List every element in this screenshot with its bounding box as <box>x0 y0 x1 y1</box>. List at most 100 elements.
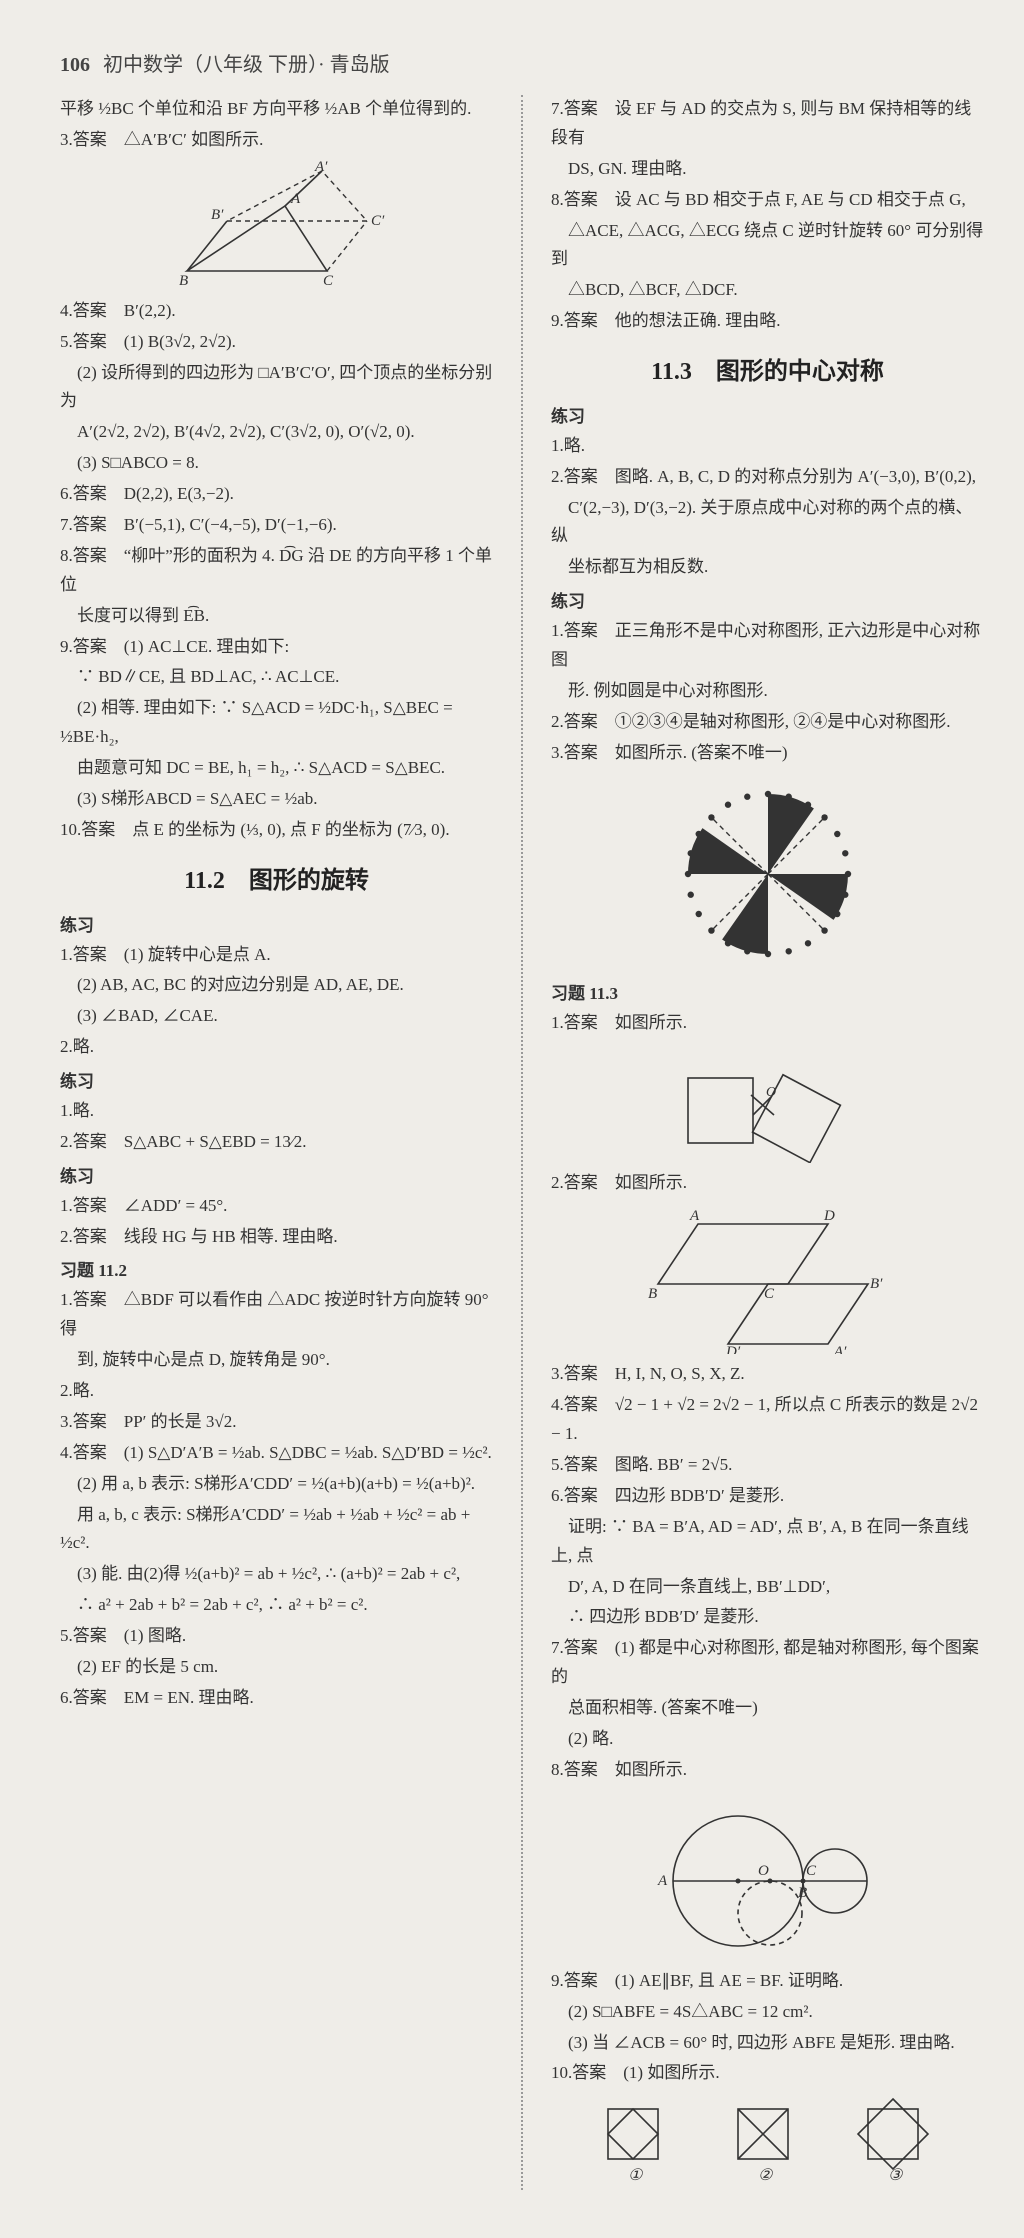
xiti113-1: 1.答案 如图所示. <box>551 1009 984 1038</box>
xiti112-8: ∴ a² + 2ab + b² = 2ab + c², ∴ a² + b² = … <box>60 1591 493 1620</box>
lianxiB-head: 练习 <box>551 588 984 617</box>
xiti112-1: 到, 旋转中心是点 D, 旋转角是 90°. <box>60 1346 493 1375</box>
left-a-6: 7.答案 B′(−5,1), C′(−4,−5), D′(−1,−6). <box>60 511 493 540</box>
right-bot-3: 10.答案 (1) 如图所示. <box>551 2059 984 2088</box>
right-top-0: 7.答案 设 EF 与 AD 的交点为 S, 则与 BM 保持相等的线段有 <box>551 95 984 153</box>
left-a-5: 6.答案 D(2,2), E(3,−2). <box>60 480 493 509</box>
right-mid-6: ∴ 四边形 BDB′D′ 是菱形. <box>551 1603 984 1632</box>
left-a-14: 10.答案 点 E 的坐标为 (⅓, 0), 点 F 的坐标为 (7⁄3, 0)… <box>60 816 493 845</box>
section-11-2-title: 11.2 图形的旋转 <box>60 861 493 902</box>
right-top-2: 8.答案 设 AC 与 BD 相交于点 F, AE 与 CD 相交于点 G, <box>551 186 984 215</box>
lianxi1-head: 练习 <box>60 912 493 941</box>
lianxiA-1: 2.答案 图略. A, B, C, D 的对称点分别为 A′(−3,0), B′… <box>551 463 984 492</box>
svg-text:②: ② <box>758 2167 774 2184</box>
xiti112-2: 2.略. <box>60 1377 493 1406</box>
svg-text:C: C <box>323 273 334 289</box>
right-mid-0: 3.答案 H, I, N, O, S, X, Z. <box>551 1360 984 1389</box>
lianxiA-0: 1.略. <box>551 432 984 461</box>
right-bot-2: (3) 当 ∠ACB = 60° 时, 四边形 ABFE 是矩形. 理由略. <box>551 2029 984 2058</box>
svg-text:A′: A′ <box>833 1344 847 1354</box>
lianxiB-0: 1.答案 正三角形不是中心对称图形, 正六边形是中心对称图 <box>551 617 984 675</box>
lianxiA-3: 坐标都互为相反数. <box>551 553 984 582</box>
columns: 平移 ½BC 个单位和沿 BF 方向平移 ½AB 个单位得到的. 3.答案 △A… <box>60 95 984 2190</box>
svg-text:A: A <box>657 1873 668 1889</box>
svg-text:D: D <box>823 1208 835 1224</box>
page-header: 106 初中数学（八年级 下册）· 青岛版 <box>60 48 984 77</box>
xiti113-2: 2.答案 如图所示. <box>551 1169 984 1198</box>
diagram-triangle: B C A B′ C′ A′ <box>167 161 387 291</box>
svg-text:A: A <box>290 191 301 207</box>
svg-text:B′: B′ <box>870 1276 883 1292</box>
lianxi1-3: 2.略. <box>60 1033 493 1062</box>
right-mid-9: (2) 略. <box>551 1725 984 1754</box>
lianxiB-2: 2.答案 ①②③④是轴对称图形, ②④是中心对称图形. <box>551 708 984 737</box>
diagram-circles: A B O C <box>628 1791 908 1961</box>
left-column: 平移 ½BC 个单位和沿 BF 方向平移 ½AB 个单位得到的. 3.答案 △A… <box>60 95 493 2190</box>
header-title: 初中数学（八年级 下册）· 青岛版 <box>103 54 390 76</box>
diagram-parallelograms: A D B C B′ D′ A′ <box>638 1204 898 1354</box>
left-a-4: (3) S□ABCO = 8. <box>60 449 493 478</box>
left-a-0: 4.答案 B′(2,2). <box>60 297 493 326</box>
svg-text:B′: B′ <box>211 207 224 223</box>
svg-text:①: ① <box>628 2167 644 2184</box>
svg-text:O: O <box>758 1863 769 1879</box>
left-a-10: ∵ BD∥CE, 且 BD⊥AC, ∴ AC⊥CE. <box>60 663 493 692</box>
svg-text:B: B <box>179 273 188 289</box>
lianxi2-head: 练习 <box>60 1068 493 1097</box>
left-pre-0: 平移 ½BC 个单位和沿 BF 方向平移 ½AB 个单位得到的. <box>60 95 493 124</box>
right-top-5: 9.答案 他的想法正确. 理由略. <box>551 307 984 336</box>
left-a-12: 由题意可知 DC = BE, h₁ = h₂, ∴ S△ACD = S△BEC. <box>60 754 493 783</box>
left-a-11: (2) 相等. 理由如下: ∵ S△ACD = ½DC·h₁, S△BEC = … <box>60 694 493 752</box>
right-top-1: DS, GN. 理由略. <box>551 155 984 184</box>
right-mid-4: 证明: ∵ BA = B′A, AD = AD′, 点 B′, A, B 在同一… <box>551 1513 984 1571</box>
column-divider <box>521 95 523 2190</box>
lianxi2-0: 1.略. <box>60 1097 493 1126</box>
svg-text:C: C <box>806 1863 817 1879</box>
xiti-11-2-head: 习题 11.2 <box>60 1257 493 1286</box>
svg-text:C: C <box>764 1286 775 1302</box>
right-mid-2: 5.答案 图略. BB′ = 2√5. <box>551 1451 984 1480</box>
svg-text:B: B <box>648 1286 657 1302</box>
xiti112-9: 5.答案 (1) 图略. <box>60 1622 493 1651</box>
left-a-1: 5.答案 (1) B(3√2, 2√2). <box>60 328 493 357</box>
right-top-4: △BCD, △BCF, △DCF. <box>551 276 984 305</box>
right-mid-8: 总面积相等. (答案不唯一) <box>551 1694 984 1723</box>
section-11-3-title: 11.3 图形的中心对称 <box>551 352 984 393</box>
diagram-three-shapes: ① ② ③ <box>578 2094 958 2184</box>
diagram-pinwheel <box>668 774 868 974</box>
right-bot-1: (2) S□ABFE = 4S△ABC = 12 cm². <box>551 1998 984 2027</box>
page: 106 初中数学（八年级 下册）· 青岛版 平移 ½BC 个单位和沿 BF 方向… <box>0 0 1024 2238</box>
right-mid-10: 8.答案 如图所示. <box>551 1756 984 1785</box>
page-number: 106 <box>60 54 90 76</box>
svg-text:D′: D′ <box>725 1344 741 1354</box>
lianxiA-2: C′(2,−3), D′(3,−2). 关于原点成中心对称的两个点的横、纵 <box>551 494 984 552</box>
lianxi1-0: 1.答案 (1) 旋转中心是点 A. <box>60 941 493 970</box>
right-mid-7: 7.答案 (1) 都是中心对称图形, 都是轴对称图形, 每个图案的 <box>551 1634 984 1692</box>
xiti112-0: 1.答案 △BDF 可以看作由 △ADC 按逆时针方向旋转 90° 得 <box>60 1286 493 1344</box>
xiti112-6: 用 a, b, c 表示: S梯形A′CDD′ = ½ab + ½ab + ½c… <box>60 1501 493 1559</box>
left-a-3: A′(2√2, 2√2), B′(4√2, 2√2), C′(3√2, 0), … <box>60 418 493 447</box>
left-a-2: (2) 设所得到的四边形为 □A′B′C′O′, 四个顶点的坐标分别为 <box>60 359 493 417</box>
left-pre-1: 3.答案 △A′B′C′ 如图所示. <box>60 126 493 155</box>
lianxi2-1: 2.答案 S△ABC + S△EBD = 13⁄2. <box>60 1128 493 1157</box>
lianxi1-1: (2) AB, AC, BC 的对应边分别是 AD, AE, DE. <box>60 971 493 1000</box>
right-mid-3: 6.答案 四边形 BDB′D′ 是菱形. <box>551 1482 984 1511</box>
svg-text:B: B <box>798 1885 807 1901</box>
svg-text:③: ③ <box>888 2167 904 2184</box>
svg-text:A: A <box>689 1208 700 1224</box>
lianxi3-head: 练习 <box>60 1163 493 1192</box>
xiti112-7: (3) 能. 由(2)得 ½(a+b)² = ab + ½c², ∴ (a+b)… <box>60 1560 493 1589</box>
xiti-11-3-head: 习题 11.3 <box>551 980 984 1009</box>
diagram-squares: O <box>658 1043 878 1163</box>
left-a-8: 长度可以得到 E͡B. <box>60 602 493 631</box>
xiti112-3: 3.答案 PP′ 的长是 3√2. <box>60 1408 493 1437</box>
lianxi3-0: 1.答案 ∠ADD′ = 45°. <box>60 1192 493 1221</box>
right-mid-1: 4.答案 √2 − 1 + √2 = 2√2 − 1, 所以点 C 所表示的数是… <box>551 1391 984 1449</box>
lianxi3-1: 2.答案 线段 HG 与 HB 相等. 理由略. <box>60 1223 493 1252</box>
right-column: 7.答案 设 EF 与 AD 的交点为 S, 则与 BM 保持相等的线段有 DS… <box>551 95 984 2190</box>
left-a-13: (3) S梯形ABCD = S△AEC = ½ab. <box>60 785 493 814</box>
xiti112-10: (2) EF 的长是 5 cm. <box>60 1653 493 1682</box>
svg-text:O: O <box>766 1085 776 1100</box>
xiti112-11: 6.答案 EM = EN. 理由略. <box>60 1684 493 1713</box>
xiti112-4: 4.答案 (1) S△D′A′B = ½ab. S△DBC = ½ab. S△D… <box>60 1439 493 1468</box>
